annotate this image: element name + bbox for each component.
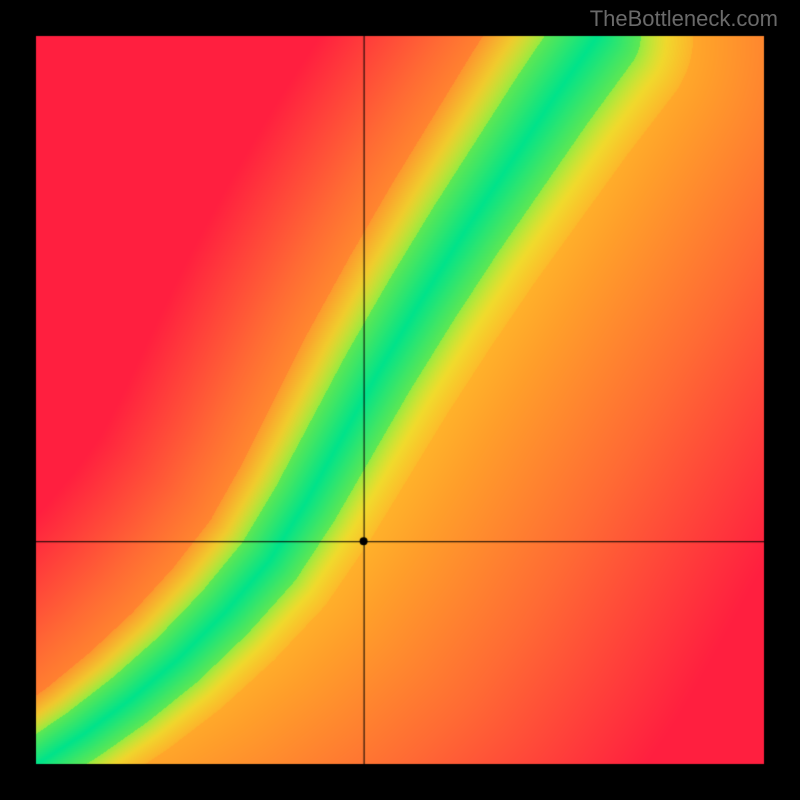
- watermark-text: TheBottleneck.com: [590, 6, 778, 32]
- bottleneck-heatmap: [0, 0, 800, 800]
